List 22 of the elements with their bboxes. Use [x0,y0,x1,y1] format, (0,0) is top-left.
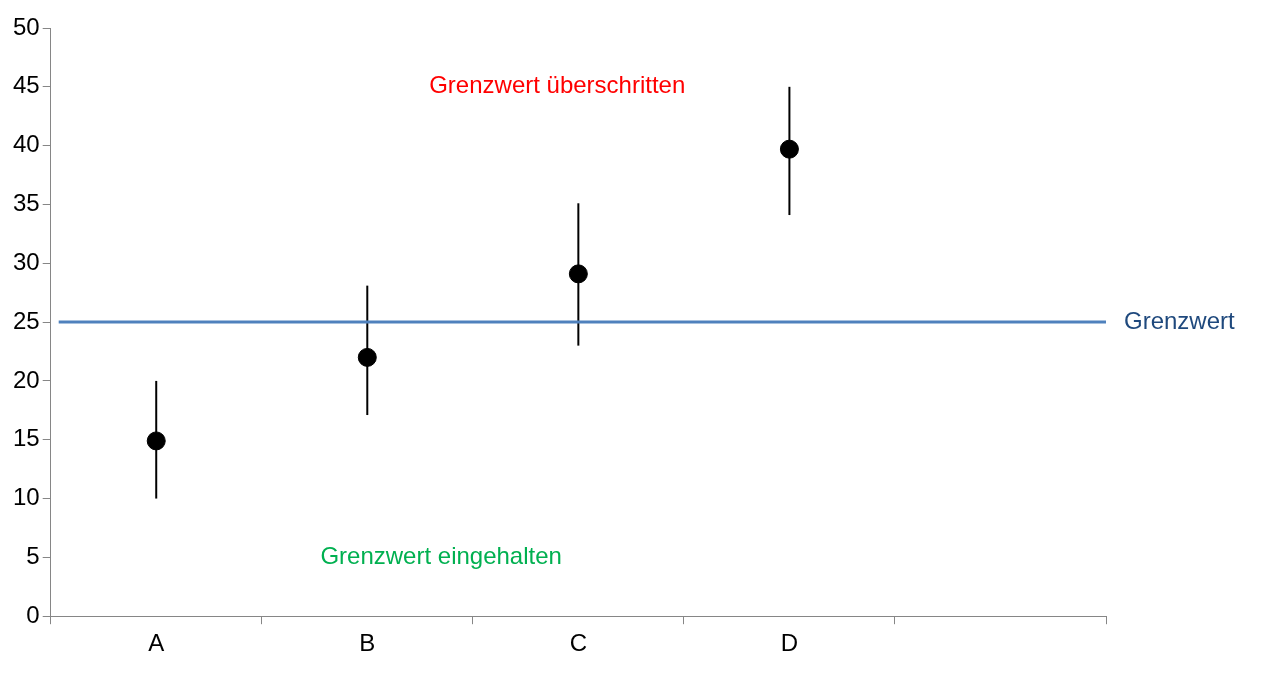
point [568,264,588,284]
y-tick-label: 10 [12,483,40,511]
y-tick-label: 45 [12,71,40,99]
y-tick-label: 50 [12,12,40,40]
y-tick-label: 0 [26,600,40,628]
x-tick-label: A [148,629,165,657]
y-tick-label: 20 [12,365,40,393]
y-tick-label: 15 [12,424,40,452]
y-tick-label: 35 [12,189,40,217]
y-tick-label: 40 [12,130,40,158]
x-tick-label: C [569,629,588,657]
point [146,431,166,451]
x-tick-label: D [780,629,799,657]
point [357,347,377,367]
x-tick-label: B [359,629,376,657]
y-tick-label: 25 [12,306,40,334]
ref-line-label: Grenzwert [1124,306,1236,334]
annotation: Grenzwert eingehalten [320,542,562,570]
point [779,139,799,159]
annotation: Grenzwert überschritten [429,71,686,99]
y-tick-label: 30 [12,247,40,275]
y-tick-label: 5 [26,542,40,570]
